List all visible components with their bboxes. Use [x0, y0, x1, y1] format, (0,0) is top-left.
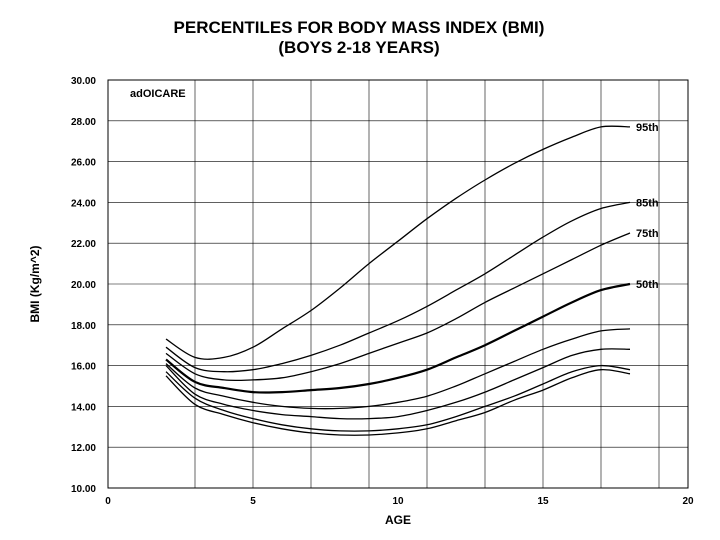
series-line	[165, 328, 631, 410]
series-line	[165, 368, 631, 436]
x-tick-label: 15	[537, 496, 549, 507]
series-line	[165, 201, 631, 373]
series-label: 95th	[636, 122, 659, 134]
series-line	[165, 232, 631, 382]
chart-subtitle: (BOYS 2-18 YEARS)	[278, 38, 439, 57]
series-line	[165, 282, 631, 394]
y-axis-ticks: 10.00 12.00 14.00 16.00 18.00 20.00 22.00 24.00…	[71, 76, 96, 495]
y-tick-label: 14.00	[71, 402, 96, 413]
x-axis-ticks: 0 5 10 15 20	[105, 496, 694, 507]
plot-area-frame	[107, 79, 689, 489]
x-axis-label: AGE	[385, 513, 411, 527]
y-tick-label: 22.00	[71, 239, 96, 250]
y-tick-label: 10.00	[71, 484, 96, 495]
series-label: 50th	[636, 279, 659, 291]
x-tick-label: 5	[250, 496, 256, 507]
y-tick-label: 18.00	[71, 321, 96, 332]
series-line	[165, 364, 631, 432]
series-lines	[165, 125, 631, 436]
y-axis-label: BMI (Kg/m^2)	[28, 245, 42, 322]
series-labels: 95th 85th 75th 50th	[636, 122, 659, 291]
series-label: 85th	[636, 197, 659, 209]
y-tick-label: 26.00	[71, 158, 96, 169]
x-tick-label: 0	[105, 496, 111, 507]
chart-annotation: adOICARE	[130, 88, 186, 100]
y-tick-label: 28.00	[71, 117, 96, 128]
chart-title: PERCENTILES FOR BODY MASS INDEX (BMI)	[174, 18, 545, 37]
y-tick-label: 12.00	[71, 443, 96, 454]
series-line	[165, 125, 631, 360]
series-line	[165, 348, 631, 420]
y-tick-label: 24.00	[71, 198, 96, 209]
x-tick-label: 10	[392, 496, 404, 507]
y-tick-label: 20.00	[71, 280, 96, 291]
y-tick-label: 30.00	[71, 76, 96, 87]
y-tick-label: 16.00	[71, 362, 96, 373]
grid-lines	[108, 79, 688, 489]
series-label: 75th	[636, 228, 659, 240]
x-tick-label: 20	[682, 496, 694, 507]
